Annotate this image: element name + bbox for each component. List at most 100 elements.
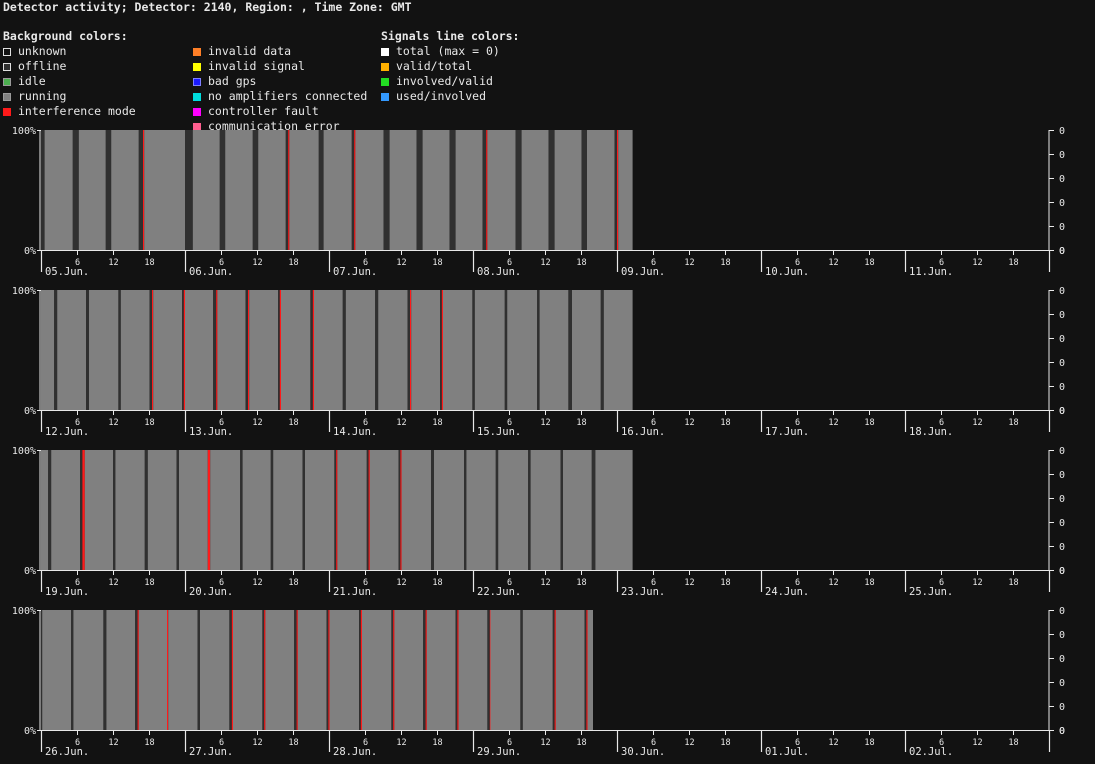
segment-offline (351, 130, 355, 250)
segment-running (242, 450, 271, 570)
y-right-tick-label: 0 (1059, 406, 1065, 417)
segment-offline (302, 450, 305, 570)
segment-offline (245, 290, 248, 410)
hour-tick-label: 6 (75, 738, 80, 748)
segment-offline (537, 290, 540, 410)
y-tick-label: 0% (24, 726, 36, 737)
y-tick-label: 100% (12, 126, 36, 137)
hour-tick-label: 6 (939, 418, 944, 428)
hour-tick-label: 6 (363, 738, 368, 748)
hour-tick-label: 18 (144, 418, 154, 428)
segment-running (185, 290, 214, 410)
segment-running (41, 450, 49, 570)
segment-offline (495, 450, 499, 570)
hour-tick-label: 12 (828, 738, 838, 748)
y-right-tick-label: 0 (1059, 246, 1065, 257)
segment-running (305, 450, 335, 570)
segment-running (323, 130, 352, 250)
segment-offline (118, 290, 121, 410)
day-label: 28.Jun. (333, 746, 377, 758)
signal-color-swatch (381, 62, 389, 71)
segment-offline (149, 290, 152, 410)
segment-running (507, 290, 538, 410)
legend-item-running: running (3, 89, 136, 104)
segment-running (249, 290, 278, 410)
segment-offline (581, 130, 587, 250)
segment-running (281, 290, 311, 410)
hour-tick-label: 18 (1008, 738, 1018, 748)
segment-offline (105, 130, 112, 250)
hour-tick-label: 18 (720, 578, 730, 588)
segment-offline (219, 130, 226, 250)
segment-running (521, 130, 549, 250)
hour-tick-label: 6 (75, 258, 80, 268)
hour-tick-label: 12 (684, 578, 694, 588)
segment-interference (231, 610, 233, 730)
segment-running (210, 450, 241, 570)
hour-tick-label: 18 (864, 258, 874, 268)
segment-running (115, 450, 145, 570)
segment-offline (515, 130, 522, 250)
y-right-tick-label: 0 (1059, 174, 1065, 185)
y-tick-label: 0% (24, 246, 36, 257)
hour-tick-label: 18 (288, 258, 298, 268)
hour-tick-label: 6 (795, 418, 800, 428)
day-label: 18.Jun. (909, 426, 953, 438)
y-right-tick-label: 0 (1059, 126, 1065, 137)
hour-tick-label: 6 (363, 418, 368, 428)
legend-item-used-involved: used/involved (381, 89, 519, 104)
segment-running (273, 450, 303, 570)
segment-interference (152, 290, 154, 410)
hour-tick-label: 6 (939, 258, 944, 268)
legend-item-total-max-0-: total (max = 0) (381, 44, 519, 59)
day-label: 12.Jun. (45, 426, 89, 438)
legend-label: interference mode (18, 104, 136, 118)
day-label: 02.Jul. (909, 746, 953, 758)
segment-offline (560, 450, 563, 570)
legend-label: unknown (18, 44, 67, 58)
day-label: 11.Jun. (909, 266, 953, 278)
hour-tick-label: 6 (939, 738, 944, 748)
segment-running (78, 130, 106, 250)
segment-interference (441, 290, 443, 410)
day-label: 24.Jun. (765, 586, 809, 598)
signals-list: total (max = 0) valid/total involved/valid… (381, 44, 519, 104)
hour-tick-label: 18 (576, 258, 586, 268)
hour-tick-label: 12 (396, 418, 406, 428)
segment-offline (568, 290, 572, 410)
segment-running (530, 450, 561, 570)
legend-label: bad gps (208, 74, 257, 88)
hour-tick-label: 12 (108, 258, 118, 268)
segment-running (168, 610, 198, 730)
segment-running (51, 450, 80, 570)
background-colors-legend-2: invalid data invalid signal bad gps no ampl… (193, 29, 367, 134)
segment-offline (144, 450, 148, 570)
segment-interference (489, 610, 491, 730)
hour-tick-label: 18 (432, 738, 442, 748)
hour-tick-label: 18 (864, 578, 874, 588)
y-right-tick-label: 0 (1059, 446, 1065, 457)
segment-offline (54, 290, 58, 410)
signals-heading: Signals line colors: (381, 29, 520, 43)
legend-item-idle: idle (3, 74, 136, 89)
hour-tick-label: 18 (432, 258, 442, 268)
segment-interference (143, 130, 145, 250)
day-label: 13.Jun. (189, 426, 233, 438)
segment-offline (614, 130, 617, 250)
hour-tick-label: 6 (219, 258, 224, 268)
segment-running (369, 450, 399, 570)
segment-offline (552, 610, 555, 730)
segment-interference (288, 130, 290, 250)
background-color-swatch (3, 92, 11, 101)
segment-offline (229, 610, 232, 730)
hour-tick-label: 6 (795, 578, 800, 588)
segment-offline (423, 610, 426, 730)
day-label: 10.Jun. (765, 266, 809, 278)
segment-running (153, 290, 182, 410)
legend-label: offline (18, 59, 67, 73)
day-label: 26.Jun. (45, 746, 89, 758)
hour-tick-label: 12 (540, 578, 550, 588)
segment-interference (360, 610, 362, 730)
segment-running (258, 130, 286, 250)
